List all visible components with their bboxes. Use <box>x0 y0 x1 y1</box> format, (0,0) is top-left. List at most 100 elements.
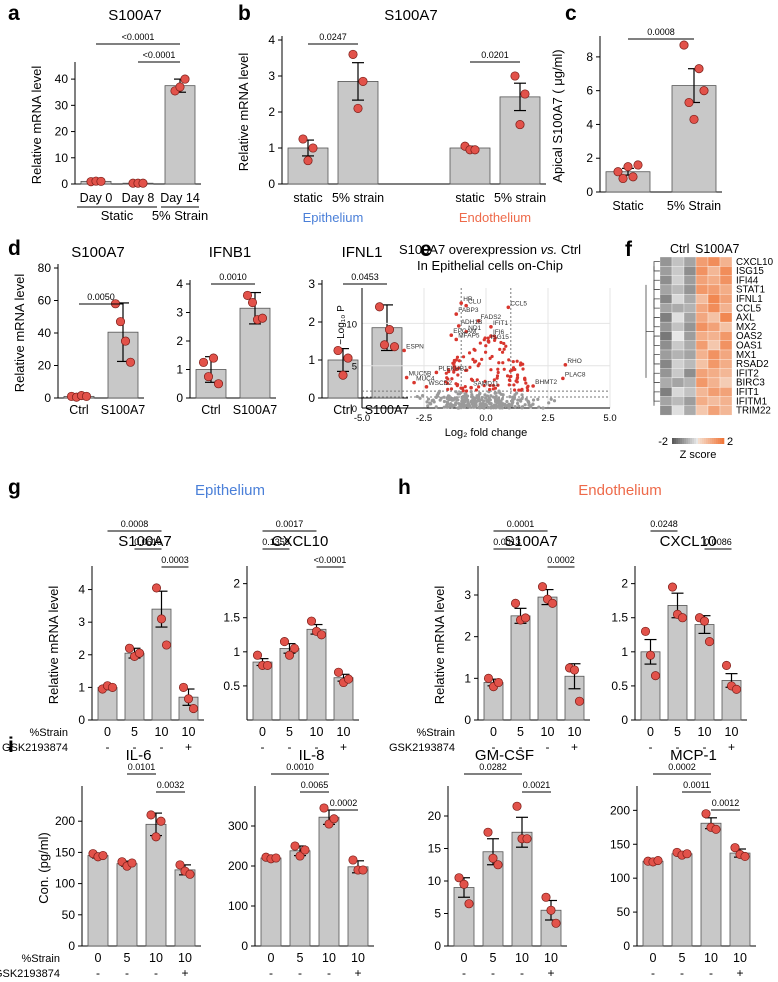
colorbar-max: 2 <box>727 436 733 448</box>
chart-title: IFNL1 <box>342 244 383 261</box>
colorbar-segment <box>694 438 697 444</box>
volcano-point <box>483 393 487 397</box>
colorbar-segment <box>708 438 711 444</box>
volcano-point-sig <box>512 383 516 387</box>
gsk-value: - <box>154 966 158 980</box>
heatmap-cell <box>659 312 673 323</box>
bar <box>164 85 196 185</box>
heatmap-cell <box>683 256 697 267</box>
data-point <box>348 855 358 865</box>
y-axis-label: −Log₁₀ P <box>336 305 347 345</box>
data-point <box>115 317 126 327</box>
heatmap-cell <box>695 349 709 360</box>
data-point <box>343 353 353 363</box>
colorbar-segment <box>684 438 687 444</box>
heatmap-cell <box>707 284 721 295</box>
row-label: STAT1 <box>736 285 765 296</box>
heatmap-cell <box>671 331 685 341</box>
gene-label: RHO <box>567 358 581 365</box>
pvalue-label: 0.0012 <box>712 798 740 808</box>
heatmap-cell <box>659 294 673 304</box>
data-point <box>546 905 556 915</box>
data-point <box>96 176 106 186</box>
y-tick-label: 0 <box>623 939 630 953</box>
dendro-branch <box>653 279 660 290</box>
x-tick-label: 10 <box>149 951 163 965</box>
volcano-point <box>505 399 509 404</box>
volcano-point-sig <box>451 361 455 365</box>
heatmap-cell <box>659 321 673 332</box>
volcano-point-sig <box>507 378 511 382</box>
heatmap-cell <box>719 266 733 276</box>
volcano-point-sig <box>449 387 454 391</box>
data-point <box>633 160 643 170</box>
volcano-point <box>493 397 497 402</box>
chart-title: IL-8 <box>299 747 325 764</box>
heatmap-cell <box>683 284 697 295</box>
data-point <box>454 873 464 883</box>
volcano-point-labeled <box>486 339 491 343</box>
heatmap-cell <box>707 256 721 267</box>
heatmap-cell <box>719 349 733 360</box>
heatmap-cell <box>683 275 697 286</box>
y-tick-label: 2 <box>233 577 240 591</box>
heatmap-cell <box>671 275 685 286</box>
dendro-branch <box>653 354 660 365</box>
heatmap-cell <box>719 405 733 416</box>
y-tick-label: 2 <box>464 630 471 644</box>
gsk-value: + <box>728 740 735 754</box>
x-axis-label: Log₂ fold change <box>445 427 528 439</box>
volcano-point-sig <box>500 350 505 354</box>
data-point <box>316 630 327 640</box>
heatmap-cell <box>707 377 721 388</box>
pvalue-label: 0.0032 <box>157 780 185 790</box>
data-point <box>684 97 694 108</box>
volcano-point <box>520 406 524 410</box>
data-point <box>284 650 295 660</box>
gene-label: ND1 <box>468 325 481 332</box>
heatmap-cell <box>671 284 685 295</box>
x-tick-label: 0 <box>647 725 654 739</box>
x-tick-label: 5 <box>131 725 138 739</box>
data-point <box>353 103 363 113</box>
y-tick-label: 20 <box>55 125 69 139</box>
data-point <box>512 801 522 811</box>
volcano-point-sig <box>482 338 486 342</box>
data-point <box>694 64 704 74</box>
row-label: CXCL10 <box>736 257 774 268</box>
volcano-point <box>513 393 517 397</box>
data-point <box>510 598 521 608</box>
group-label: Static <box>101 208 134 223</box>
heatmap-cell <box>719 256 733 267</box>
data-point <box>300 845 310 855</box>
heatmap-cell <box>659 266 673 276</box>
panel-label-c: c <box>565 2 577 25</box>
gsk-value: - <box>491 966 495 980</box>
chart-a: 0 10 20 30 40 Relative mRNA level S100A7 Day 0 D… <box>29 7 208 223</box>
volcano-point-sig <box>488 383 492 388</box>
bar <box>511 831 533 947</box>
x-tick-label: 0 <box>650 951 657 965</box>
volcano-point-labeled <box>404 375 409 380</box>
pvalue-label: 0.0001 <box>507 519 535 529</box>
y-tick-label: 1 <box>621 645 628 659</box>
volcano-point <box>489 394 493 398</box>
data-point <box>483 827 493 837</box>
volcano-point <box>429 402 433 406</box>
y-tick-label: 0 <box>68 939 75 953</box>
data-point <box>628 172 638 182</box>
volcano-point-sig <box>463 385 467 389</box>
volcano-point-labeled <box>489 334 493 338</box>
heatmap-cell <box>707 321 721 332</box>
volcano-point-sig <box>505 374 510 378</box>
gsk-value: - <box>160 740 164 754</box>
heatmap-cell <box>659 256 673 267</box>
y-tick-label: 2 <box>308 315 315 329</box>
gsk-value: - <box>288 740 292 754</box>
panel-label-e: e <box>420 238 432 261</box>
heatmap-cell <box>695 387 709 397</box>
pvalue-label: <0.0001 <box>143 50 176 60</box>
panel-label-i: i <box>8 734 14 757</box>
volcano-point <box>531 402 535 406</box>
